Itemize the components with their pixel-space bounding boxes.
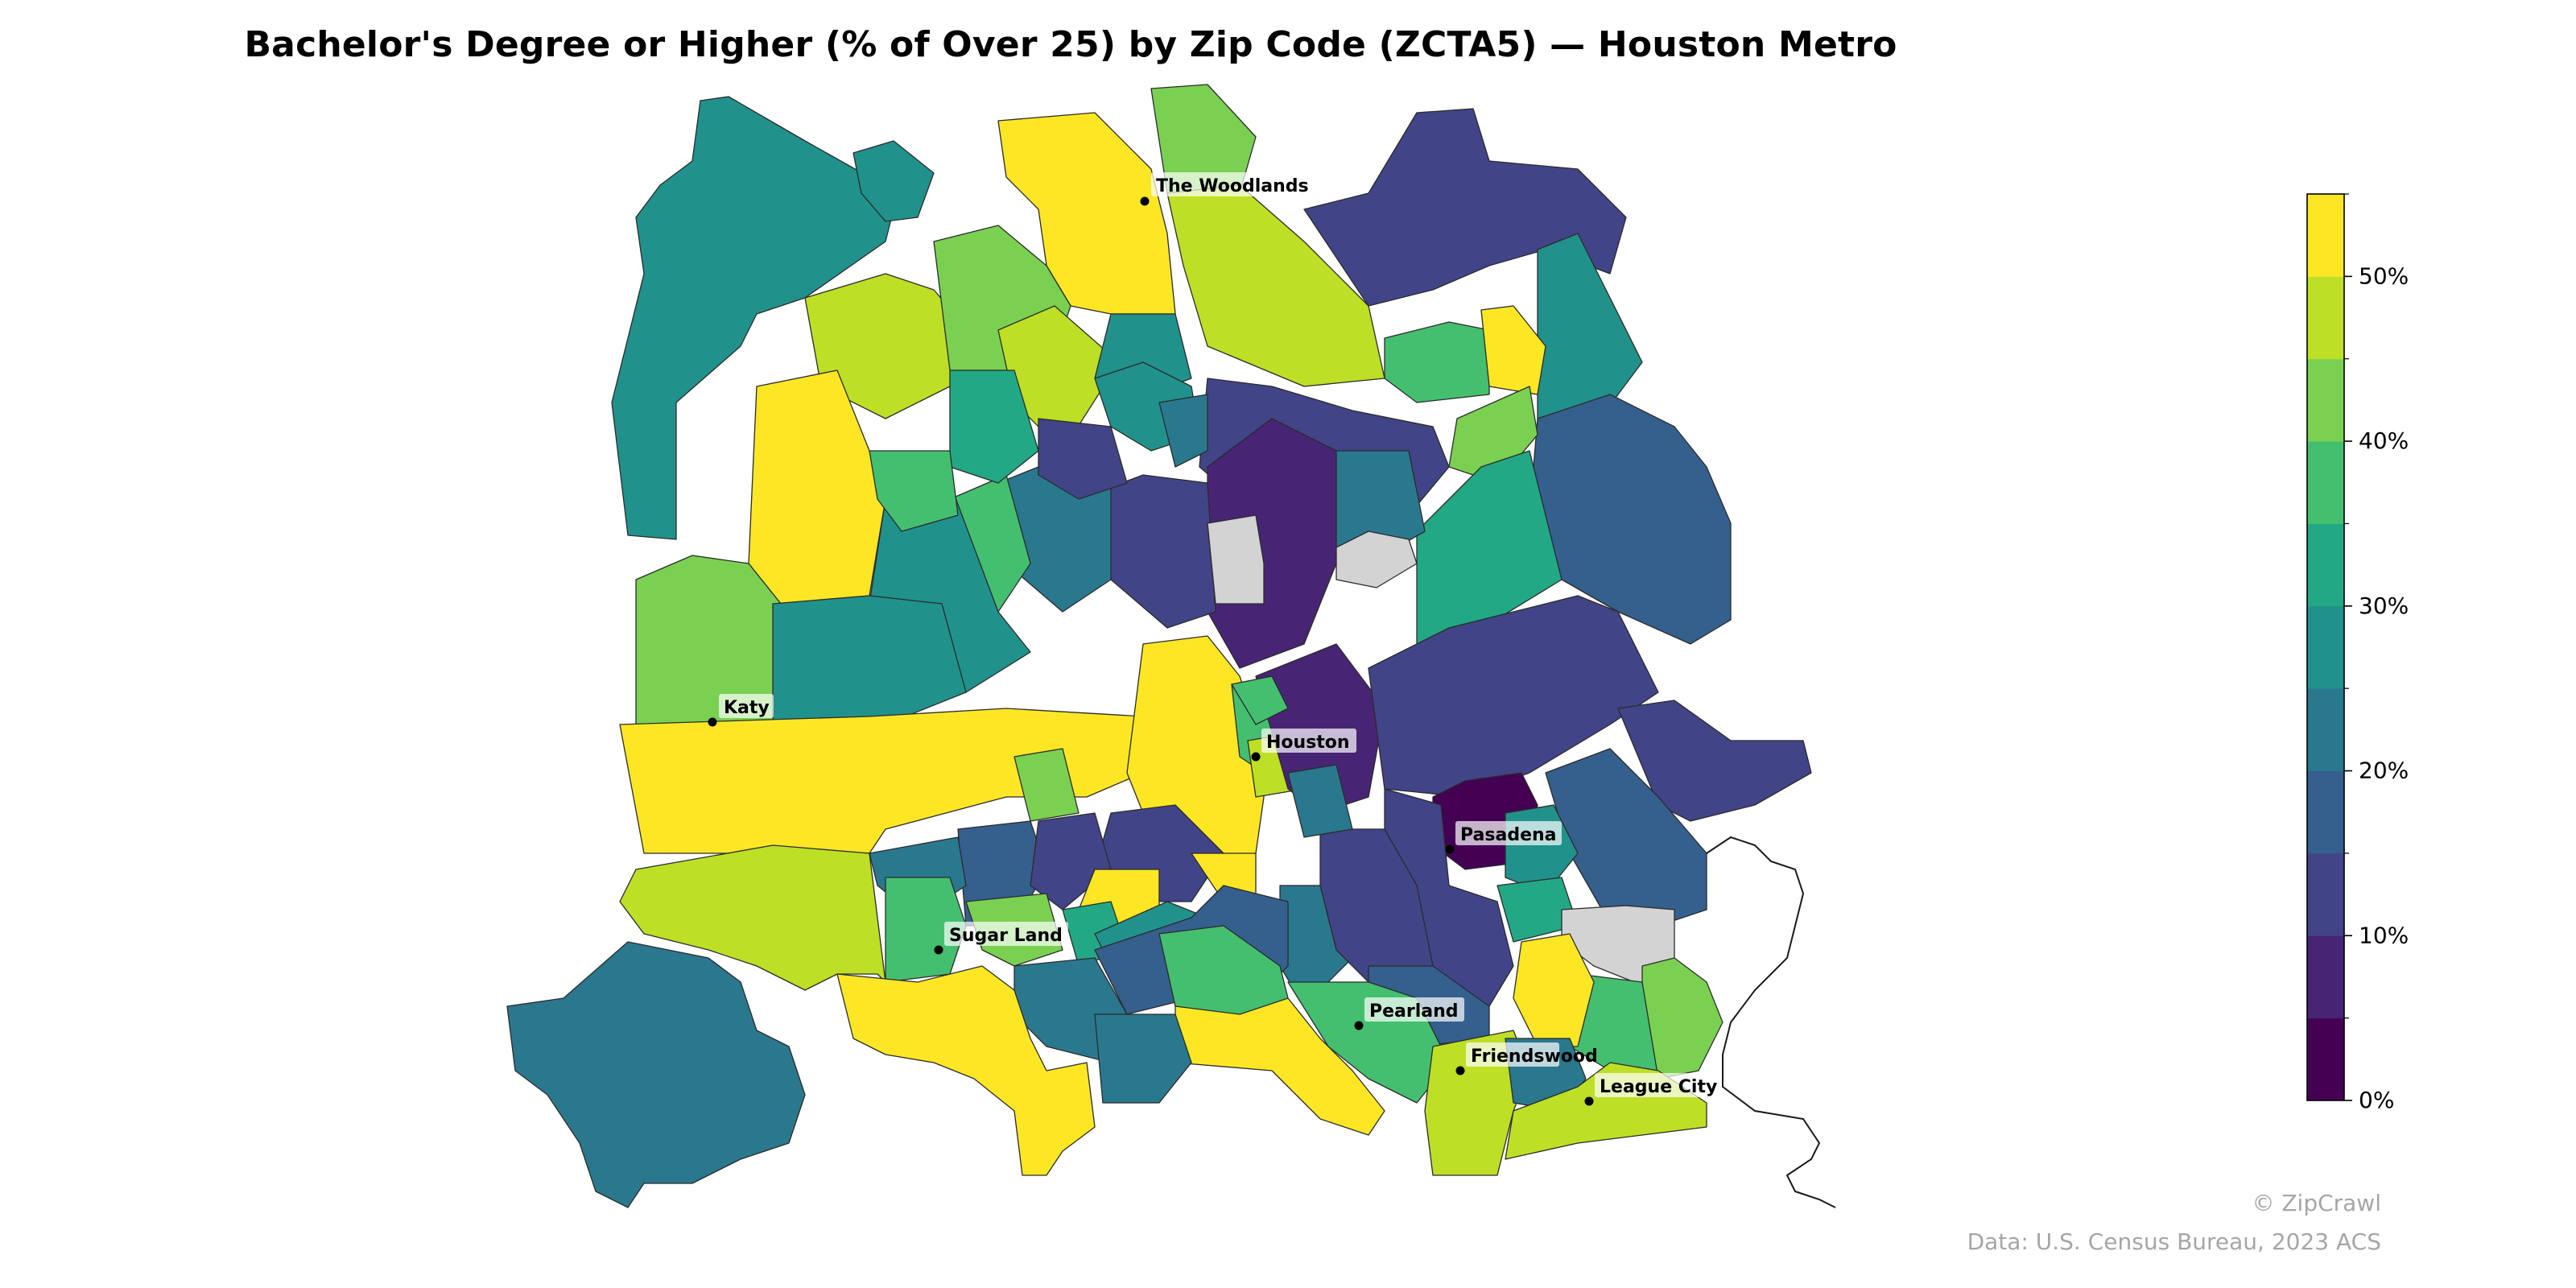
city-label-pearland: Pearland: [1354, 997, 1464, 1030]
city-label-league-city: League City: [1584, 1073, 1719, 1106]
city-label-houston: Houston: [1251, 729, 1356, 762]
zip-region: [1231, 675, 1289, 725]
city-label-sugar-land: Sugar Land: [934, 922, 1068, 955]
city-name: Sugar Land: [949, 926, 1063, 946]
colorbar-tick-label: 20%: [2359, 758, 2409, 784]
colorbar-bin: [2307, 276, 2344, 360]
zip-region: [772, 595, 967, 725]
city-marker: [1445, 844, 1455, 854]
credit-brand: © ZipCrawl: [2252, 1190, 2381, 1216]
zip-region: [1384, 321, 1490, 403]
zip-region: [506, 941, 806, 1208]
zip-region: [1158, 925, 1289, 1015]
zip-region: [1013, 748, 1080, 822]
city-marker: [934, 945, 943, 955]
colorbar-ticks: 0% 10% 20% 30% 40% 50%: [2344, 193, 2409, 1113]
colorbar-tick-label: 40%: [2359, 427, 2409, 454]
city-name: The Woodlands: [1156, 176, 1309, 196]
colorbar-bin: [2307, 688, 2344, 772]
colorbar-bin: [2307, 194, 2344, 277]
city-name: Pearland: [1369, 1001, 1459, 1022]
map-title: Bachelor's Degree or Higher (% of Over 2…: [244, 24, 1897, 65]
colorbar-bins: [2307, 194, 2344, 1101]
city-name: Houston: [1266, 733, 1350, 753]
zip-region: [619, 844, 886, 991]
zip-region: [1480, 305, 1546, 395]
colorbar-bin: [2307, 441, 2344, 524]
city-marker: [708, 717, 717, 727]
city-marker: [1251, 752, 1261, 762]
zip-region: [885, 877, 967, 983]
zip-region-no-data: [1207, 514, 1265, 605]
city-name: Pasadena: [1460, 825, 1557, 845]
zip-region: [852, 140, 935, 222]
city-name: Friendswood: [1471, 1046, 1598, 1067]
credit-source: Data: U.S. Census Bureau, 2023 ACS: [1967, 1228, 2381, 1255]
colorbar-bin: [2307, 358, 2344, 442]
zip-region: [1207, 418, 1337, 669]
city-label-katy: Katy: [708, 694, 774, 727]
colorbar-bin: [2307, 770, 2344, 854]
city-marker: [1354, 1021, 1364, 1030]
zip-region: [1303, 108, 1627, 307]
colorbar: 0% 10% 20% 30% 40% 50%: [2306, 193, 2409, 1113]
zip-region: [1174, 997, 1385, 1136]
city-label-pasadena: Pasadena: [1445, 821, 1562, 854]
coastline: [1706, 836, 1836, 1208]
colorbar-bin: [2307, 1018, 2344, 1101]
zip-region: [1513, 933, 1595, 1047]
colorbar-bin: [2307, 605, 2344, 689]
colorbar-tick-label: 10%: [2359, 922, 2409, 948]
city-name: Katy: [724, 698, 770, 718]
colorbar-bin: [2307, 523, 2344, 607]
zip-region: [1287, 764, 1353, 838]
city-marker: [1140, 196, 1150, 206]
zip-region: [1094, 1013, 1192, 1104]
colorbar-tick-label: 30%: [2359, 592, 2409, 619]
city-name: League City: [1600, 1077, 1717, 1097]
zip-region: [836, 965, 1096, 1176]
city-marker: [1455, 1066, 1465, 1075]
zip-regions: [506, 84, 1812, 1208]
city-marker: [1584, 1096, 1594, 1106]
colorbar-tick-label: 50%: [2359, 262, 2409, 289]
colorbar-bin: [2307, 852, 2344, 936]
colorbar-tick-label: 0%: [2359, 1087, 2394, 1113]
zip-region-no-data: [1335, 530, 1418, 588]
city-label-the-woodlands: The Woodlands: [1140, 172, 1309, 206]
colorbar-bin: [2307, 935, 2344, 1019]
zip-region: [869, 450, 959, 532]
zip-region: [1545, 748, 1707, 927]
colorbar-frame: [2306, 193, 2345, 1101]
city-label-friendswood: Friendswood: [1455, 1042, 1598, 1075]
city-labels: The Woodlands Katy Houston Pasadena Suga…: [708, 172, 1719, 1106]
zip-region: [1038, 418, 1128, 500]
zip-region: [1158, 394, 1208, 468]
